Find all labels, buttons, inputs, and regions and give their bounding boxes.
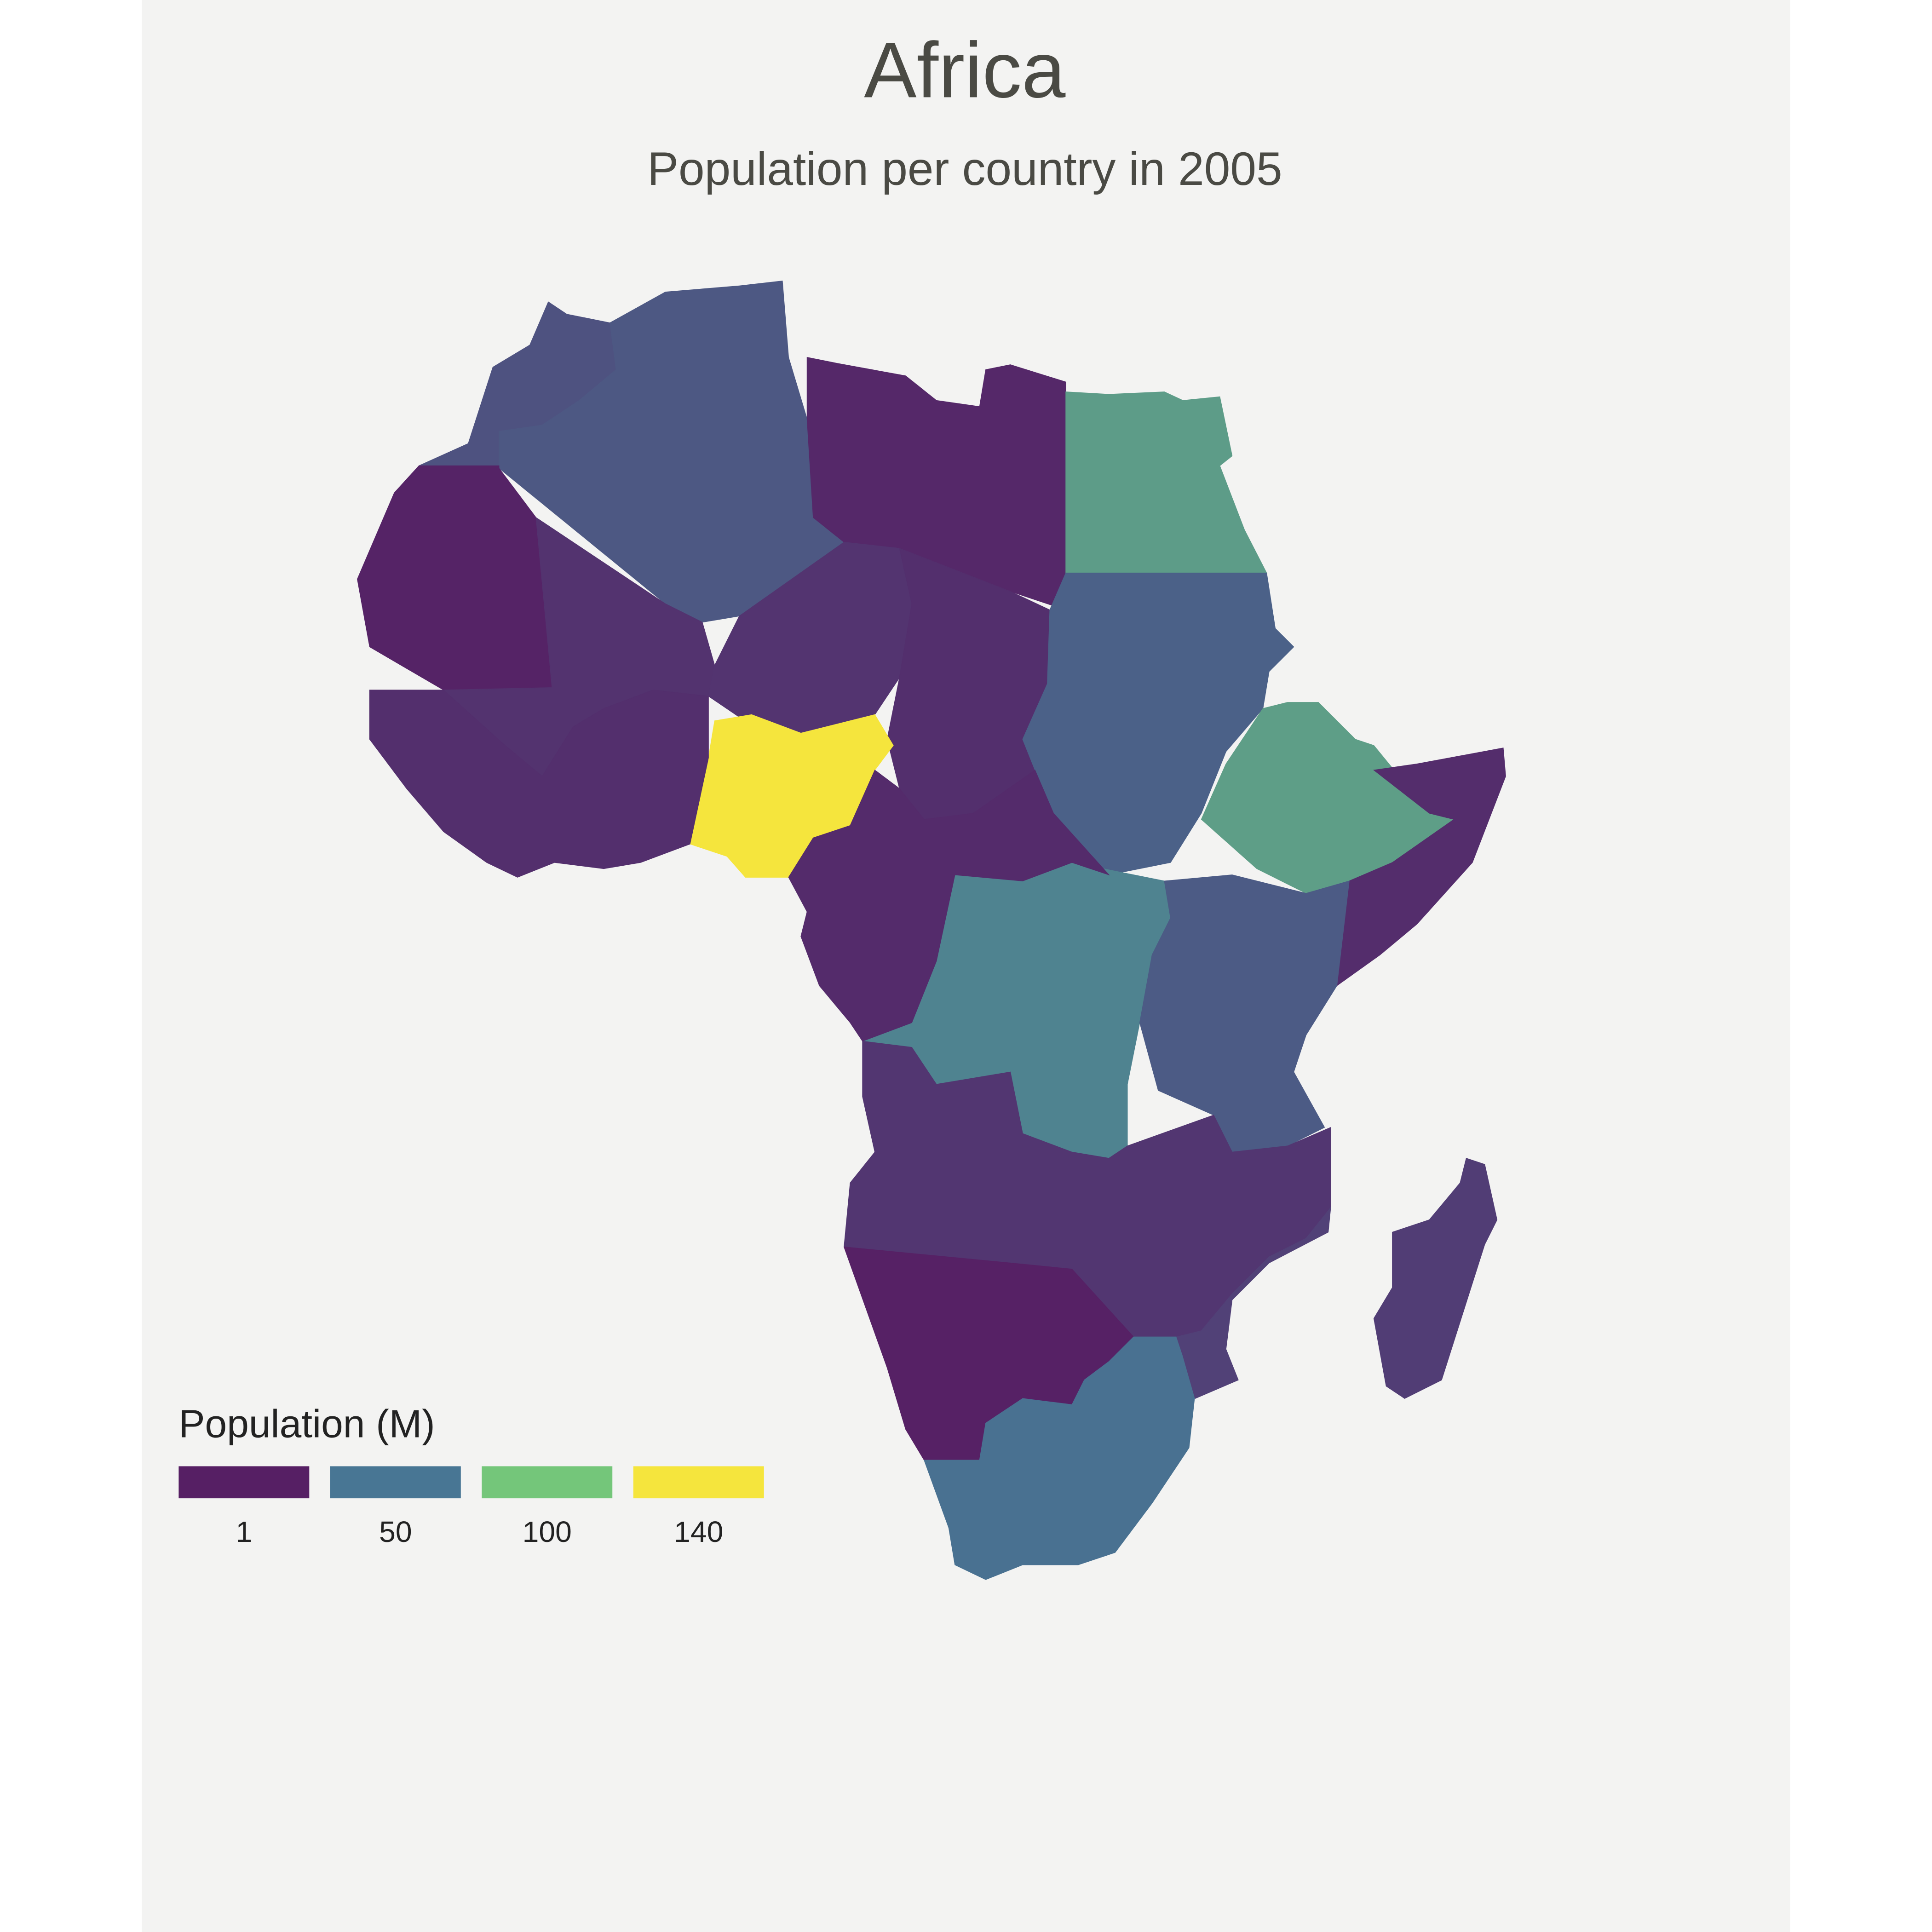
- legend-title: Population (M): [178, 1402, 435, 1446]
- country: [1336, 748, 1506, 987]
- legend-label: 1: [236, 1515, 252, 1548]
- regions: [357, 280, 1506, 1580]
- chart-title: Africa: [864, 26, 1066, 114]
- legend-key: [482, 1466, 613, 1499]
- country: [369, 690, 709, 878]
- country: [923, 1336, 1196, 1580]
- country: [1373, 1157, 1498, 1399]
- chart-subtitle: Population per country in 2005: [647, 143, 1282, 195]
- country: [806, 356, 1066, 610]
- legend-key: [330, 1466, 461, 1499]
- legend-label: 50: [379, 1515, 412, 1548]
- legend-label: 100: [523, 1515, 572, 1548]
- legend-label: 140: [674, 1515, 723, 1548]
- legend-key: [633, 1466, 764, 1499]
- country: [1139, 874, 1350, 1153]
- legend: 1 50 100 140: [178, 1466, 764, 1548]
- country: [1176, 1206, 1331, 1399]
- legend-key: [178, 1466, 310, 1499]
- country: [1022, 572, 1294, 875]
- country: [788, 770, 1110, 1042]
